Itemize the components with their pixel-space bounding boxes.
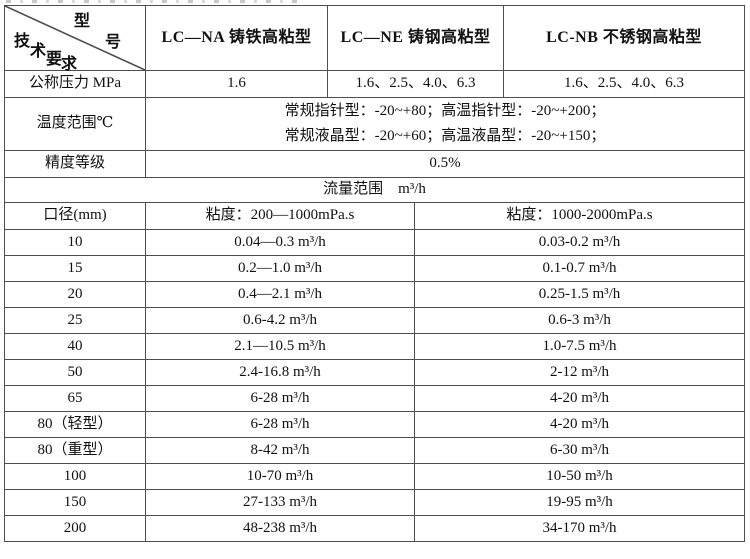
model-column-lc-nb: LC-NB 不锈钢高粘型 (503, 5, 745, 71)
flow-low-cell: 6-28 m³/h (145, 385, 415, 412)
model-column-lc-ne: LC—NE 铸钢高粘型 (327, 5, 504, 71)
clipped-text-remnant (6, 0, 306, 3)
viscosity-high-header: 粘度：1000-2000mPa.s (414, 202, 745, 230)
table-row-dn80-heavy: 80（重型） 8-42 m³/h 6-30 m³/h (4, 437, 745, 464)
flow-low-cell: 48-238 m³/h (145, 515, 415, 542)
dn-cell: 50 (4, 359, 146, 386)
flow-low-cell: 0.6-4.2 m³/h (145, 307, 415, 334)
flow-high-cell: 1.0-7.5 m³/h (414, 333, 745, 360)
table-row-dn150: 150 27-133 m³/h 19-95 m³/h (4, 489, 745, 516)
dn-cell: 100 (4, 463, 146, 490)
dn-cell: 150 (4, 489, 146, 516)
flow-low-cell: 0.2—1.0 m³/h (145, 255, 415, 282)
dn-cell: 15 (4, 255, 146, 282)
viscosity-low-header: 粘度：200—1000mPa.s (145, 202, 415, 230)
corner-cell: 型 号 技 术 要 求 (4, 5, 146, 73)
table-row-dn65: 65 6-28 m³/h 4-20 m³/h (4, 385, 745, 412)
corner-char-req-3: 要 (46, 51, 63, 68)
flow-low-cell: 0.04—0.3 m³/h (145, 229, 415, 256)
pressure-value-ne: 1.6、2.5、4.0、6.3 (327, 70, 504, 98)
dn-cell: 25 (4, 307, 146, 334)
flow-low-cell: 0.4—2.1 m³/h (145, 281, 415, 308)
dn-cell: 200 (4, 515, 146, 542)
flow-high-cell: 0.25-1.5 m³/h (414, 281, 745, 308)
temperature-value: 常规指针型：-20~+80；高温指针型：-20~+200； 常规液晶型：-20~… (145, 97, 745, 151)
dn-cell: 65 (4, 385, 146, 412)
flow-range-band-row: 流量范围 m³/h (4, 177, 745, 203)
table-row-dn50: 50 2.4-16.8 m³/h 2-12 m³/h (4, 359, 745, 386)
accuracy-row: 精度等级 0.5% (4, 150, 745, 178)
temperature-row: 温度范围℃ 常规指针型：-20~+80；高温指针型：-20~+200； 常规液晶… (4, 97, 745, 151)
accuracy-label: 精度等级 (4, 150, 146, 178)
dn-cell: 80（轻型） (4, 411, 146, 438)
flow-high-cell: 34-170 m³/h (414, 515, 745, 542)
accuracy-value: 0.5% (145, 150, 745, 178)
corner-char-req-4: 求 (61, 56, 78, 73)
flow-high-cell: 0.1-0.7 m³/h (414, 255, 745, 282)
pressure-value-nb: 1.6、2.5、4.0、6.3 (503, 70, 745, 98)
flow-high-cell: 10-50 m³/h (414, 463, 745, 490)
flow-low-cell: 8-42 m³/h (145, 437, 415, 464)
table-row-dn20: 20 0.4—2.1 m³/h 0.25-1.5 m³/h (4, 281, 745, 308)
flow-low-cell: 6-28 m³/h (145, 411, 415, 438)
table-row-dn40: 40 2.1—10.5 m³/h 1.0-7.5 m³/h (4, 333, 745, 360)
flow-high-cell: 0.03-0.2 m³/h (414, 229, 745, 256)
diameter-header-row: 口径(mm) 粘度：200—1000mPa.s 粘度：1000-2000mPa.… (4, 202, 745, 230)
pressure-label: 公称压力 MPa (4, 70, 146, 98)
pressure-value-na: 1.6 (145, 70, 328, 98)
table-row-dn10: 10 0.04—0.3 m³/h 0.03-0.2 m³/h (4, 229, 745, 256)
flow-high-cell: 2-12 m³/h (414, 359, 745, 386)
table-row-dn80-light: 80（轻型） 6-28 m³/h 4-20 m³/h (4, 411, 745, 438)
dn-cell: 20 (4, 281, 146, 308)
diagonal-line (5, 6, 145, 70)
table-row-dn100: 100 10-70 m³/h 10-50 m³/h (4, 463, 745, 490)
table-row-dn15: 15 0.2—1.0 m³/h 0.1-0.7 m³/h (4, 255, 745, 282)
flow-low-cell: 27-133 m³/h (145, 489, 415, 516)
flow-high-cell: 4-20 m³/h (414, 411, 745, 438)
temperature-line-lcd: 常规液晶型：-20~+60；高温液晶型：-20~+150； (284, 128, 606, 144)
flow-high-cell: 0.6-3 m³/h (414, 307, 745, 334)
temperature-label: 温度范围℃ (4, 97, 146, 151)
pressure-row: 公称压力 MPa 1.6 1.6、2.5、4.0、6.3 1.6、2.5、4.0… (4, 70, 745, 98)
flow-range-band: 流量范围 m³/h (4, 177, 745, 203)
diameter-label: 口径(mm) (4, 202, 146, 230)
flow-high-cell: 19-95 m³/h (414, 489, 745, 516)
header-row: 型 号 技 术 要 求 LC—NA 铸铁高粘型 LC—NE 铸钢高粘型 LC-N… (4, 5, 745, 73)
temperature-line-pointer: 常规指针型：-20~+80；高温指针型：-20~+200； (284, 103, 606, 119)
dn-cell: 40 (4, 333, 146, 360)
flow-high-cell: 4-20 m³/h (414, 385, 745, 412)
corner-char-model-2: 号 (105, 34, 122, 51)
table-row-dn200: 200 48-238 m³/h 34-170 m³/h (4, 515, 745, 542)
dn-cell: 80（重型） (4, 437, 146, 464)
table-row-dn25: 25 0.6-4.2 m³/h 0.6-3 m³/h (4, 307, 745, 334)
model-column-lc-na: LC—NA 铸铁高粘型 (145, 5, 328, 71)
spec-table: 型 号 技 术 要 求 LC—NA 铸铁高粘型 LC—NE 铸钢高粘型 LC-N… (4, 5, 745, 542)
corner-char-model-1: 型 (74, 13, 91, 30)
dn-cell: 10 (4, 229, 146, 256)
corner-char-req-1: 技 (14, 33, 31, 50)
flow-low-cell: 10-70 m³/h (145, 463, 415, 490)
corner-char-req-2: 术 (30, 43, 47, 60)
flow-low-cell: 2.4-16.8 m³/h (145, 359, 415, 386)
flow-high-cell: 6-30 m³/h (414, 437, 745, 464)
flow-low-cell: 2.1—10.5 m³/h (145, 333, 415, 360)
